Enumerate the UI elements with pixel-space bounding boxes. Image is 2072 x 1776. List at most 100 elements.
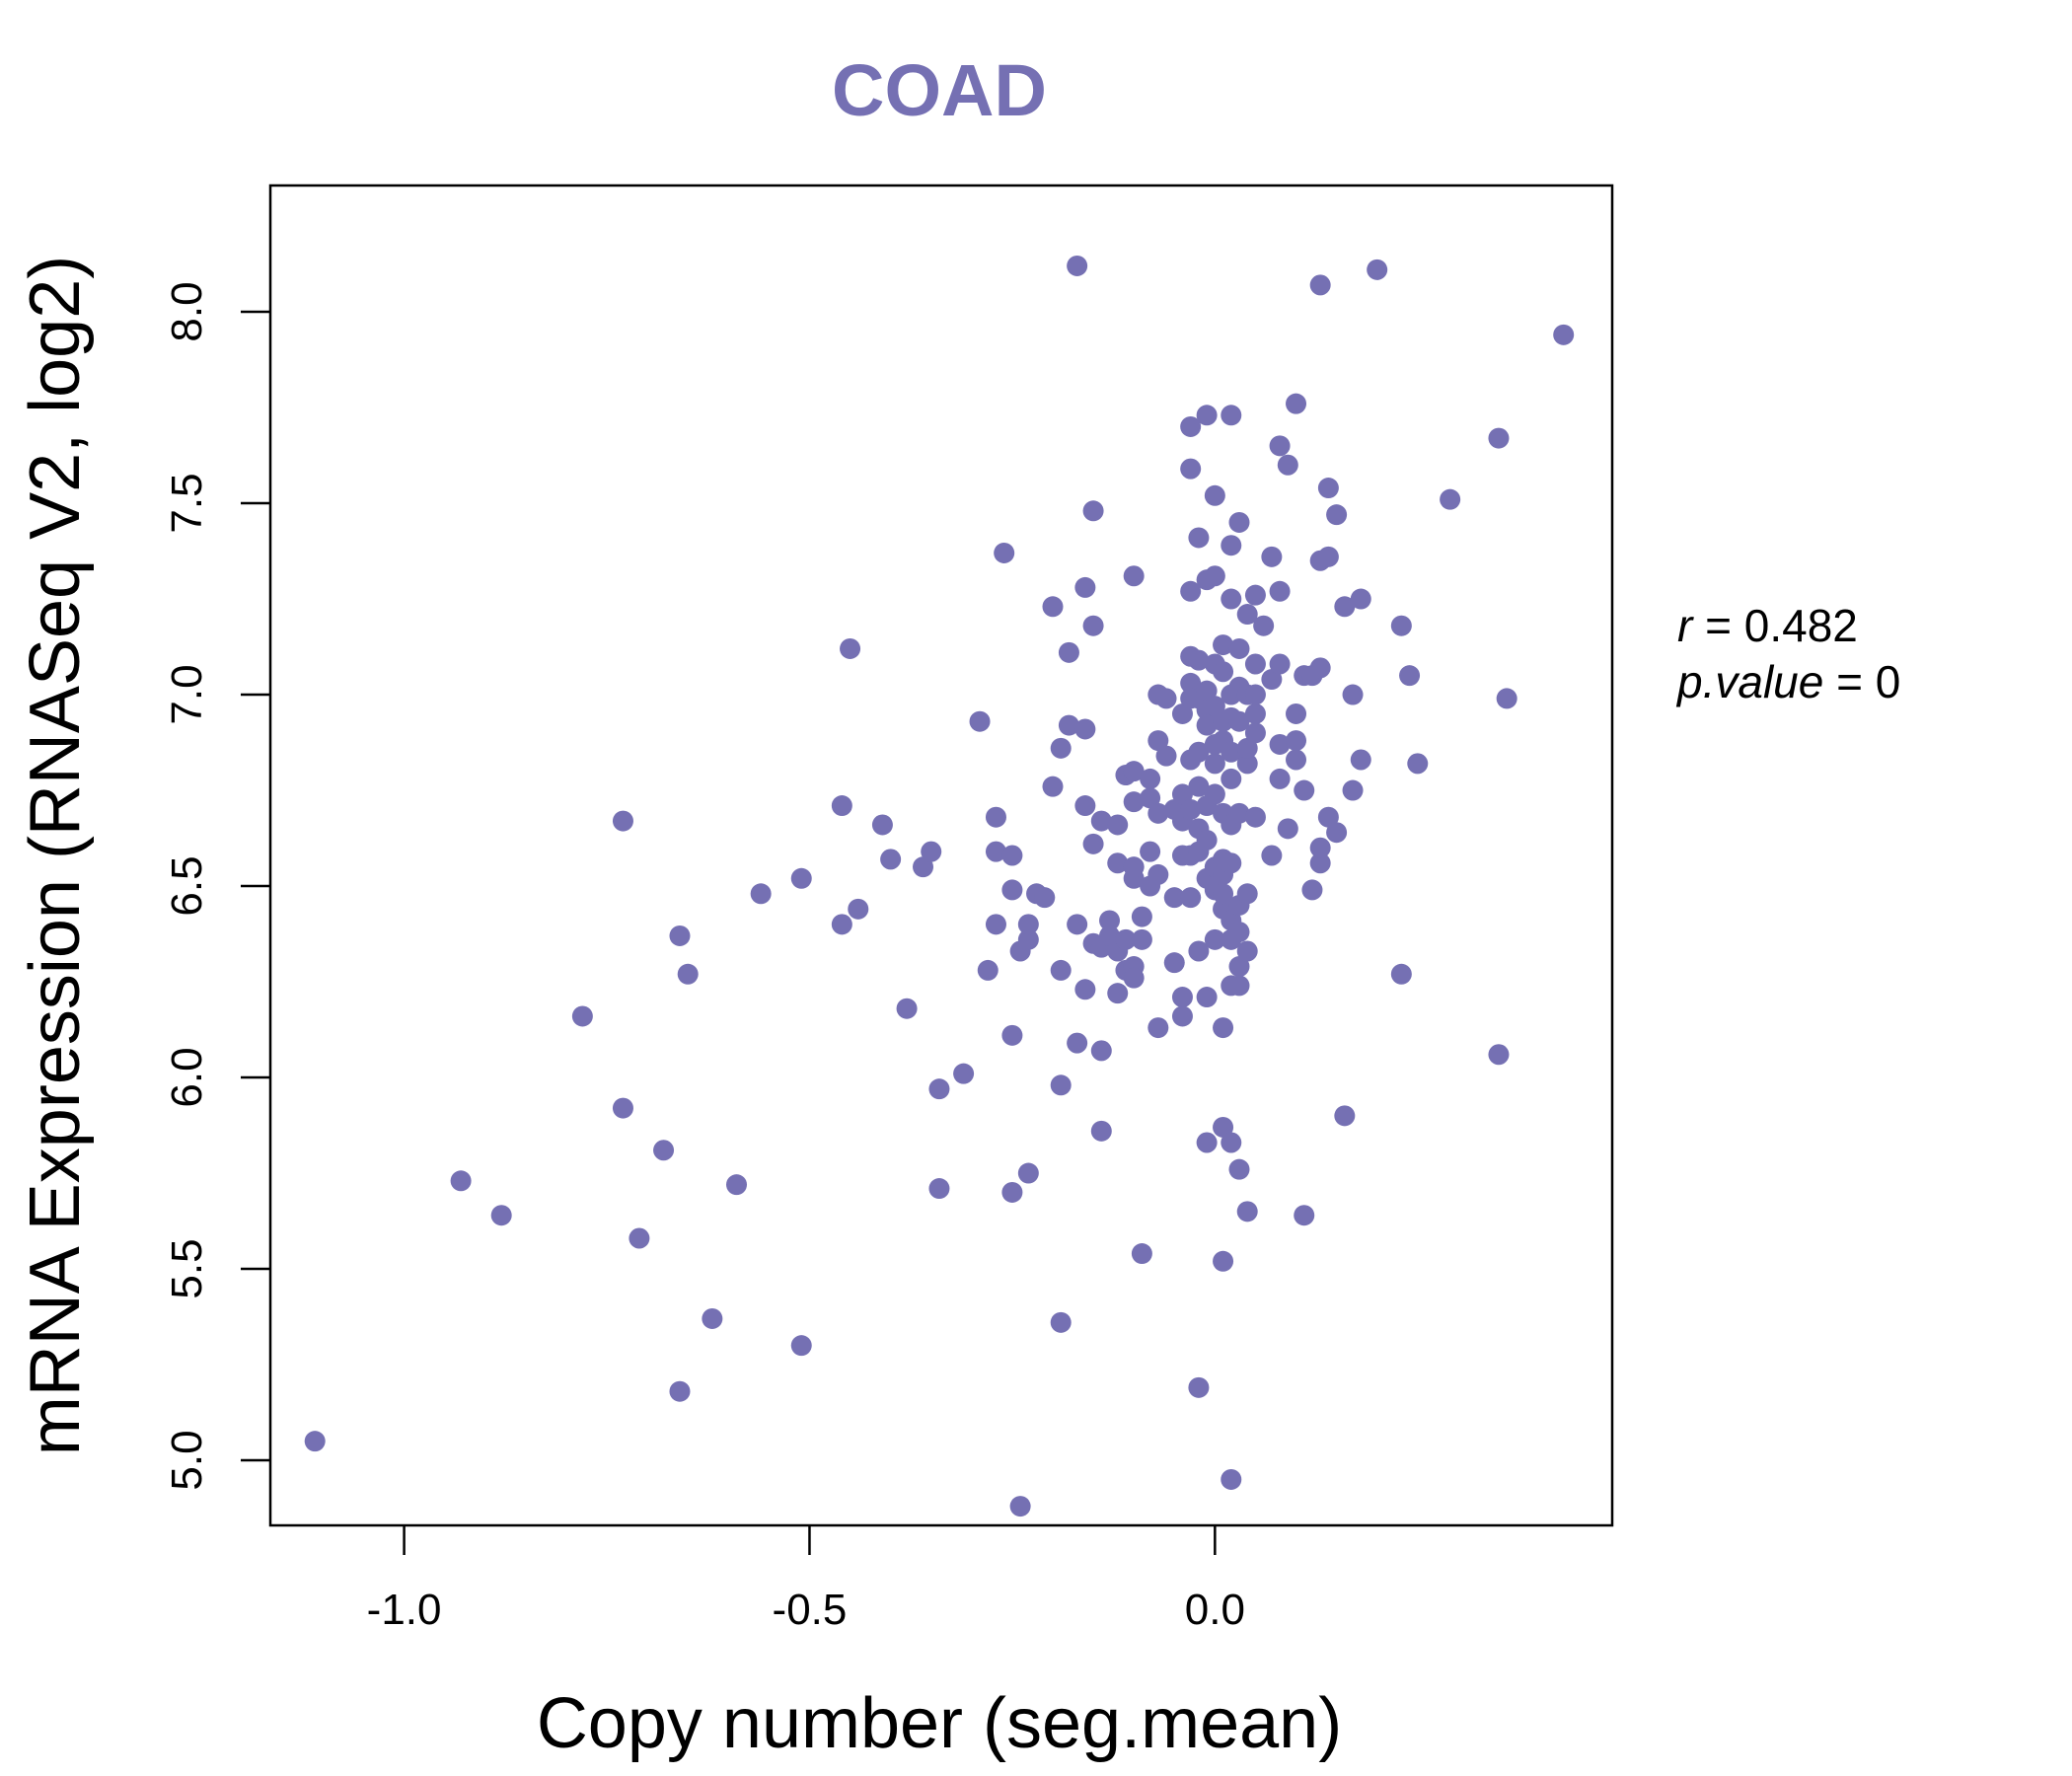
- data-point: [1204, 484, 1225, 506]
- data-point: [1317, 478, 1339, 499]
- data-point: [1107, 814, 1129, 836]
- data-point: [1123, 761, 1145, 782]
- data-point: [913, 856, 934, 878]
- data-point: [1188, 940, 1210, 962]
- data-point: [1213, 883, 1234, 905]
- data-point: [1221, 1468, 1242, 1490]
- data-point: [1140, 768, 1161, 789]
- data-point: [1244, 806, 1266, 828]
- x-axis: -1.0 -0.5 0.0: [367, 1525, 1245, 1634]
- data-point: [1188, 1376, 1210, 1398]
- data-point: [1009, 1496, 1031, 1517]
- data-point: [1253, 615, 1275, 636]
- data-point: [1099, 910, 1121, 931]
- data-point: [1196, 680, 1218, 702]
- data-point: [1180, 887, 1202, 909]
- data-point: [1017, 928, 1039, 950]
- data-point: [1228, 922, 1250, 943]
- data-point: [1163, 952, 1185, 974]
- correlation-stat: r = 0.482: [1677, 600, 1858, 651]
- data-point: [1123, 791, 1145, 813]
- data-point: [1042, 596, 1064, 618]
- p-value-stat: p.value = 0: [1675, 656, 1900, 707]
- data-point: [1213, 1116, 1234, 1138]
- data-point: [1221, 405, 1242, 426]
- p-value: 0: [1876, 656, 1901, 707]
- data-point: [726, 1174, 748, 1196]
- data-point: [969, 710, 991, 732]
- data-point: [1236, 737, 1258, 759]
- data-point: [1488, 427, 1510, 449]
- data-point: [1050, 737, 1072, 759]
- data-point: [1277, 454, 1298, 476]
- data-point: [1196, 1132, 1218, 1153]
- data-point: [1180, 458, 1202, 480]
- data-point: [1204, 753, 1225, 775]
- data-point: [1488, 1044, 1510, 1066]
- data-point: [702, 1307, 723, 1329]
- data-point: [1244, 722, 1266, 744]
- y-tick-label: 8.0: [163, 281, 211, 341]
- data-point: [1090, 1120, 1112, 1142]
- r-equals: =: [1705, 600, 1744, 651]
- data-point: [1050, 1311, 1072, 1333]
- data-point: [985, 806, 1006, 828]
- data-point: [1390, 963, 1412, 985]
- data-point: [1277, 818, 1298, 840]
- data-point: [1309, 274, 1331, 296]
- data-point: [1050, 959, 1072, 981]
- data-point: [985, 914, 1006, 935]
- data-point: [1221, 588, 1242, 610]
- data-point: [1017, 1162, 1039, 1184]
- data-point: [1204, 783, 1225, 805]
- p-equals: =: [1836, 656, 1876, 707]
- data-point: [1204, 696, 1225, 717]
- data-point: [1001, 1181, 1023, 1203]
- data-point: [1334, 596, 1356, 618]
- data-point: [1221, 1132, 1242, 1153]
- data-point: [1180, 672, 1202, 694]
- data-point: [1236, 883, 1258, 905]
- data-point: [1244, 684, 1266, 705]
- data-point: [1067, 1032, 1088, 1054]
- data-point: [1196, 405, 1218, 426]
- data-point: [1171, 987, 1193, 1008]
- data-point: [1107, 852, 1129, 874]
- data-point: [1309, 657, 1331, 679]
- data-point: [880, 849, 902, 870]
- data-point: [928, 1178, 950, 1200]
- y-tick-label: 6.5: [163, 855, 211, 916]
- data-point: [1390, 615, 1412, 636]
- data-point: [1115, 928, 1137, 950]
- data-point: [1188, 649, 1210, 671]
- data-point: [1074, 576, 1096, 598]
- data-point: [1074, 718, 1096, 740]
- data-point: [1261, 845, 1283, 866]
- p-label: p.value: [1675, 656, 1823, 707]
- data-point: [921, 841, 942, 862]
- data-point: [1228, 1158, 1250, 1180]
- data-point: [1131, 928, 1152, 950]
- data-point: [1286, 703, 1307, 724]
- y-tick-label: 6.0: [163, 1047, 211, 1107]
- data-point: [653, 1140, 675, 1161]
- data-point: [669, 1380, 691, 1402]
- data-point: [1001, 879, 1023, 901]
- data-point: [1367, 259, 1388, 280]
- data-point: [1196, 714, 1218, 736]
- data-point: [1244, 584, 1266, 606]
- data-point: [871, 814, 893, 836]
- data-point: [1188, 741, 1210, 763]
- data-point: [1496, 688, 1517, 709]
- data-point: [1221, 768, 1242, 789]
- data-point: [677, 963, 699, 985]
- data-point: [629, 1227, 650, 1249]
- data-point: [450, 1170, 472, 1192]
- data-point: [1342, 779, 1364, 801]
- data-point: [1099, 925, 1121, 946]
- r-value: 0.482: [1744, 600, 1858, 651]
- data-point: [1326, 504, 1348, 526]
- y-tick-label: 7.0: [163, 664, 211, 724]
- data-point: [1058, 641, 1079, 663]
